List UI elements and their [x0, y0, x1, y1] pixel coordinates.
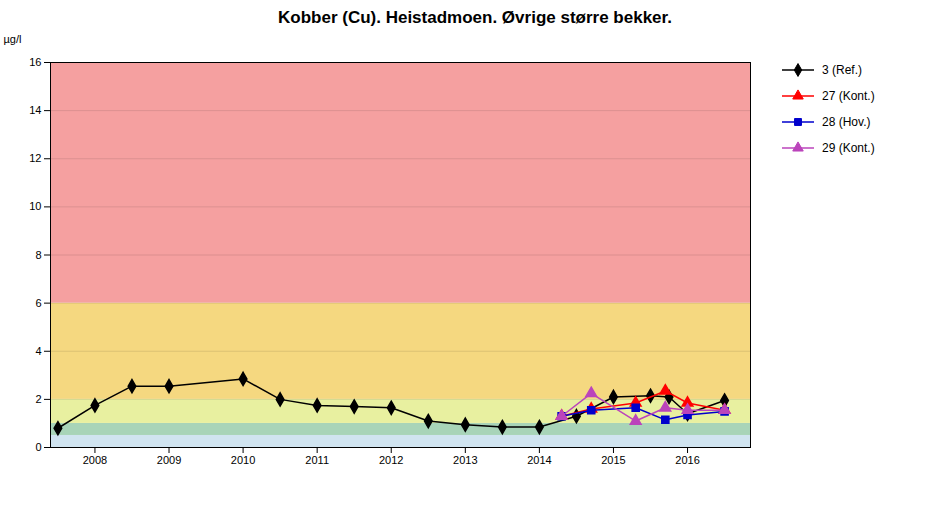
svg-text:10: 10: [29, 200, 41, 212]
svg-text:12: 12: [29, 152, 41, 164]
svg-text:2010: 2010: [231, 454, 255, 466]
svg-text:2008: 2008: [83, 454, 107, 466]
svg-text:2016: 2016: [675, 454, 699, 466]
svg-text:8: 8: [35, 249, 41, 261]
svg-text:14: 14: [29, 104, 41, 116]
html-text:Kobber (Cu). Heistadmoen. Øvri: Kobber (Cu). Heistadmoen. Øvrige større …: [278, 8, 672, 27]
html-text:3 (Ref.): 3 (Ref.): [822, 63, 862, 77]
svg-text:2012: 2012: [379, 454, 403, 466]
html-text:27 (Kont.): 27 (Kont.): [822, 89, 875, 103]
svg-text:2013: 2013: [453, 454, 477, 466]
svg-text:2: 2: [35, 393, 41, 405]
svg-text:2011: 2011: [305, 454, 329, 466]
html-text:29 (Kont.): 29 (Kont.): [822, 141, 875, 155]
svg-text:6: 6: [35, 297, 41, 309]
svg-text:16: 16: [29, 56, 41, 68]
html-text:28 (Hov.): 28 (Hov.): [822, 115, 871, 129]
svg-text:2009: 2009: [157, 454, 181, 466]
svg-text:4: 4: [35, 345, 41, 357]
svg-text:2015: 2015: [601, 454, 625, 466]
svg-text:0: 0: [35, 441, 41, 453]
svg-text:2014: 2014: [527, 454, 551, 466]
svg-text:µg/l: µg/l: [4, 33, 22, 45]
